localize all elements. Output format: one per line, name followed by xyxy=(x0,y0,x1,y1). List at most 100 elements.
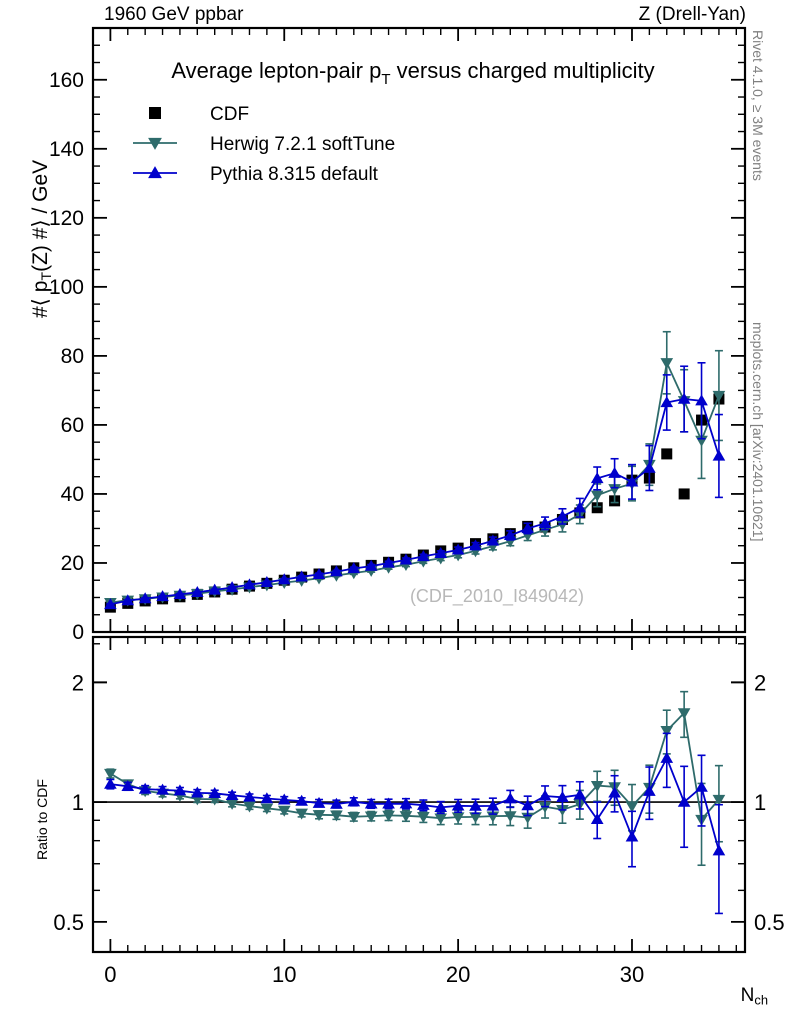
y-tick-label-ratio-left: 1 xyxy=(72,790,84,815)
marker-triangle-down xyxy=(712,390,726,402)
marker-square xyxy=(591,502,603,514)
marker-triangle-up xyxy=(434,801,448,813)
y-tick-label-main: 140 xyxy=(49,138,84,161)
chart-title-text: Average lepton-pair pT versus charged mu… xyxy=(171,58,654,88)
marker-triangle-up xyxy=(225,789,239,801)
series-cdf xyxy=(104,393,725,613)
marker-triangle-up xyxy=(486,799,500,811)
y-tick-label-main: 120 xyxy=(49,207,84,230)
marker-triangle-up xyxy=(364,559,378,571)
marker-triangle-up xyxy=(590,813,604,825)
marker-triangle-up xyxy=(486,534,500,546)
marker-triangle-up xyxy=(173,588,187,600)
marker-triangle-down xyxy=(538,801,552,813)
marker-triangle-up xyxy=(521,522,534,534)
chart-title: Average lepton-pair pT versus charged mu… xyxy=(171,58,654,88)
y-tick-label-ratio-left: 0.5 xyxy=(53,910,84,935)
marker-triangle-up xyxy=(677,795,691,807)
marker-triangle-down xyxy=(399,811,413,823)
marker-triangle-up xyxy=(138,782,152,794)
x-tick-label: 0 xyxy=(104,962,116,987)
marker-triangle-down xyxy=(330,810,343,822)
marker-triangle-up xyxy=(138,592,152,604)
marker-triangle-up xyxy=(243,578,256,590)
legend-entry-2[interactable]: Pythia 8.315 default xyxy=(133,164,379,185)
marker-triangle-up xyxy=(625,830,639,842)
marker-triangle-up xyxy=(364,797,378,809)
y-tick-label-main: 40 xyxy=(61,483,84,506)
marker-triangle-up xyxy=(695,780,708,792)
marker-triangle-up xyxy=(417,798,430,810)
marker-square xyxy=(678,488,690,500)
marker-triangle-down xyxy=(417,812,430,824)
y-tick-label-ratio-right: 0.5 xyxy=(754,910,785,935)
marker-triangle-down xyxy=(660,725,674,737)
marker-triangle-up xyxy=(347,562,361,574)
marker-triangle-up xyxy=(503,792,517,804)
marker-square xyxy=(149,107,161,119)
marker-triangle-up xyxy=(104,598,117,610)
marker-triangle-up xyxy=(330,797,343,809)
marker-triangle-up xyxy=(573,788,587,800)
marker-triangle-up xyxy=(260,792,274,804)
marker-triangle-up xyxy=(538,516,552,528)
marker-triangle-up xyxy=(347,795,361,807)
marker-triangle-up xyxy=(695,394,708,406)
marker-triangle-up xyxy=(643,461,656,473)
y-tick-label-ratio-left: 2 xyxy=(72,670,84,695)
marker-triangle-up xyxy=(156,783,169,795)
marker-triangle-down xyxy=(243,801,256,813)
legend-entry-1[interactable]: Herwig 7.2.1 softTune xyxy=(133,134,395,155)
marker-triangle-up xyxy=(382,556,395,568)
marker-triangle-up xyxy=(243,790,256,802)
marker-triangle-up xyxy=(712,844,726,856)
marker-triangle-down xyxy=(469,812,482,824)
marker-triangle-down xyxy=(312,810,326,822)
marker-triangle-up xyxy=(399,797,413,809)
legend-label: Herwig 7.2.1 softTune xyxy=(210,134,395,155)
marker-square xyxy=(661,448,673,460)
marker-triangle-down xyxy=(382,810,395,822)
marker-triangle-up xyxy=(121,779,135,791)
x-axis-label-sub: ch xyxy=(754,992,768,1008)
marker-triangle-down xyxy=(625,801,639,813)
marker-triangle-down xyxy=(677,708,691,720)
marker-triangle-up xyxy=(625,475,639,487)
y-tick-label-ratio-right: 2 xyxy=(754,670,766,695)
header-beam-label: 1960 GeV ppbar xyxy=(104,4,244,25)
marker-triangle-up xyxy=(225,581,239,593)
marker-triangle-up xyxy=(712,449,726,461)
y-tick-label-main: 60 xyxy=(61,414,84,437)
marker-triangle-up xyxy=(156,590,169,602)
marker-triangle-up xyxy=(451,543,465,555)
marker-triangle-up xyxy=(208,787,222,799)
marker-triangle-down xyxy=(277,805,291,817)
marker-triangle-up xyxy=(417,550,430,562)
marker-triangle-up xyxy=(208,583,222,595)
marker-triangle-up xyxy=(382,797,395,809)
marker-triangle-down xyxy=(503,811,517,823)
marker-triangle-down xyxy=(451,812,465,824)
marker-triangle-up xyxy=(556,510,569,522)
marker-triangle-up xyxy=(295,794,308,806)
marker-triangle-down xyxy=(590,780,604,792)
marker-triangle-down xyxy=(347,812,361,824)
marker-triangle-up xyxy=(521,799,534,811)
marker-triangle-up xyxy=(148,166,162,179)
legend-entry-0[interactable]: CDF xyxy=(149,104,249,125)
marker-triangle-down xyxy=(104,768,117,780)
header-process-label: Z (Drell-Yan) xyxy=(638,4,746,25)
marker-triangle-up xyxy=(469,799,482,811)
y-tick-label-main: 0 xyxy=(72,621,84,644)
y-tick-label-main: 100 xyxy=(49,276,84,299)
marker-triangle-up xyxy=(556,791,569,803)
marker-triangle-up xyxy=(608,466,621,478)
marker-triangle-down xyxy=(364,811,378,823)
marker-triangle-up xyxy=(277,573,291,585)
marker-triangle-up xyxy=(590,472,604,484)
marker-triangle-up xyxy=(121,594,135,606)
x-tick-label: 30 xyxy=(620,962,644,987)
marker-triangle-up xyxy=(660,751,674,763)
